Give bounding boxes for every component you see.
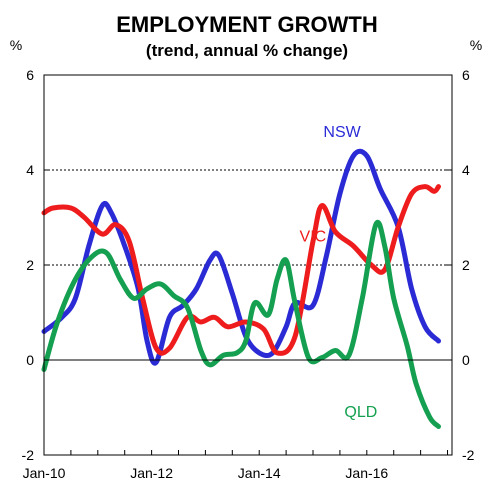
chart-subtitle: (trend, annual % change) xyxy=(146,41,348,60)
nsw-line xyxy=(41,148,441,366)
x-tick-label: Jan-14 xyxy=(238,465,281,481)
axes xyxy=(43,74,453,456)
y-tick-label-right: 6 xyxy=(462,67,470,83)
nsw-series-label: NSW xyxy=(323,124,361,141)
y-tick-label-right: 4 xyxy=(462,162,470,178)
y-tick-label-left: -2 xyxy=(22,447,35,463)
qld-line xyxy=(41,220,441,429)
x-tick-label: Jan-10 xyxy=(23,465,66,481)
y-tick-label-right: 0 xyxy=(462,352,470,368)
right-axis-unit: % xyxy=(470,37,482,53)
x-tick-label: Jan-16 xyxy=(345,465,388,481)
vic-series-label: VIC xyxy=(300,228,327,245)
y-tick-label-left: 4 xyxy=(26,162,34,178)
tick-labels: -2 -2 0 0 2 2 4 4 6 6 Jan-10 Jan-12 Jan-14 Jan-16 NSW V… xyxy=(22,67,475,481)
y-tick-label-left: 2 xyxy=(26,257,34,273)
y-tick-label-right: -2 xyxy=(462,447,475,463)
qld-series-label: QLD xyxy=(344,404,377,421)
y-tick-label-left: 6 xyxy=(26,67,34,83)
y-tick-label-left: 0 xyxy=(26,352,34,368)
y-tick-label-right: 2 xyxy=(462,257,470,273)
left-axis-unit: % xyxy=(10,37,22,53)
chart-title: EMPLOYMENT GROWTH xyxy=(116,12,378,37)
x-tick-label: Jan-12 xyxy=(130,465,173,481)
series-lines xyxy=(41,148,441,429)
